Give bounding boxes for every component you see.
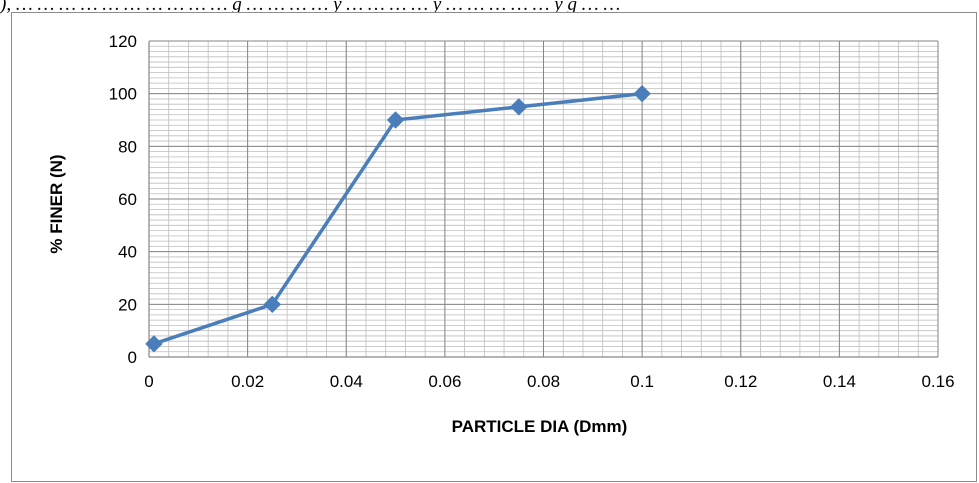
y-tick-label: 40: [118, 243, 137, 262]
data-point-marker: [263, 295, 281, 314]
grid: [148, 40, 939, 358]
data-point-marker: [510, 98, 528, 116]
y-tick-label: 0: [128, 348, 137, 367]
y-tick-label: 120: [109, 32, 137, 51]
tick-labels: 0 0.02 0.04 0.06 0.08 0.1 0.12 0.14 0.16 0 20 40 60 8…: [109, 32, 955, 391]
y-tick-label: 80: [118, 137, 137, 156]
y-axis-title: % FINER (N): [47, 154, 66, 253]
x-tick-label: 0.14: [823, 372, 856, 391]
y-tick-label: 60: [118, 190, 137, 209]
x-tick-label: 0.02: [231, 372, 264, 391]
series-line: [152, 91, 644, 346]
page-caption-text: ), … … … … … … … … … … g … … … … y … … ……: [0, 0, 621, 15]
x-tick-label: 0.12: [724, 372, 757, 391]
data-point-marker: [145, 335, 163, 353]
x-tick-label: 0.04: [330, 372, 363, 391]
axes: [148, 41, 938, 358]
x-tick-label: 0.1: [630, 372, 654, 391]
x-tick-label: 0.16: [921, 372, 954, 391]
x-axis-title: PARTICLE DIA (Dmm): [452, 417, 628, 436]
series: [145, 84, 651, 353]
particle-size-chart: 0 0.02 0.04 0.06 0.08 0.1 0.12 0.14 0.16 0 20 40 60 8…: [47, 32, 955, 436]
y-tick-label: 100: [109, 85, 137, 104]
x-tick-label: 0.08: [527, 372, 560, 391]
x-tick-label: 0.06: [428, 372, 461, 391]
data-point-marker: [633, 84, 651, 103]
x-tick-label: 0: [144, 372, 153, 391]
chart-frame: 0 0.02 0.04 0.06 0.08 0.1 0.12 0.14 0.16 0 20 40 60 8…: [11, 12, 977, 482]
y-tick-label: 20: [118, 295, 137, 314]
data-point-marker: [386, 111, 405, 129]
